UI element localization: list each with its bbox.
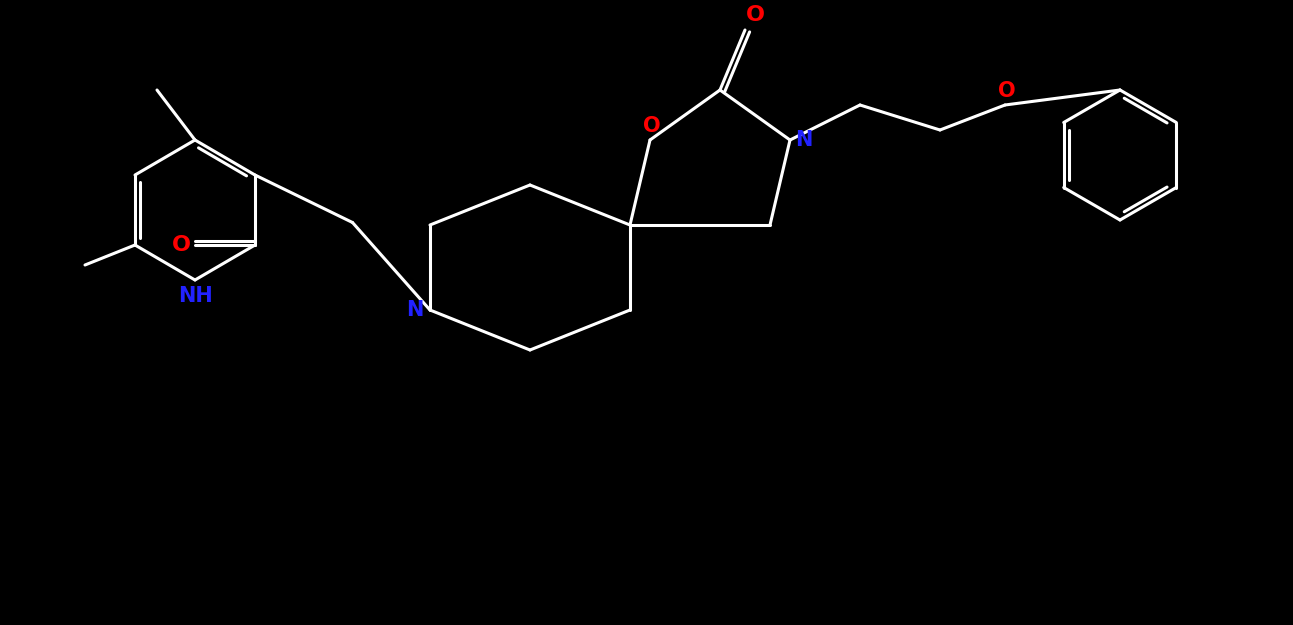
Text: O: O [746,5,764,25]
Text: NH: NH [177,286,212,306]
Text: O: O [998,81,1016,101]
Text: N: N [406,300,424,320]
Text: O: O [172,235,190,255]
Text: O: O [643,116,661,136]
Text: N: N [795,130,813,150]
